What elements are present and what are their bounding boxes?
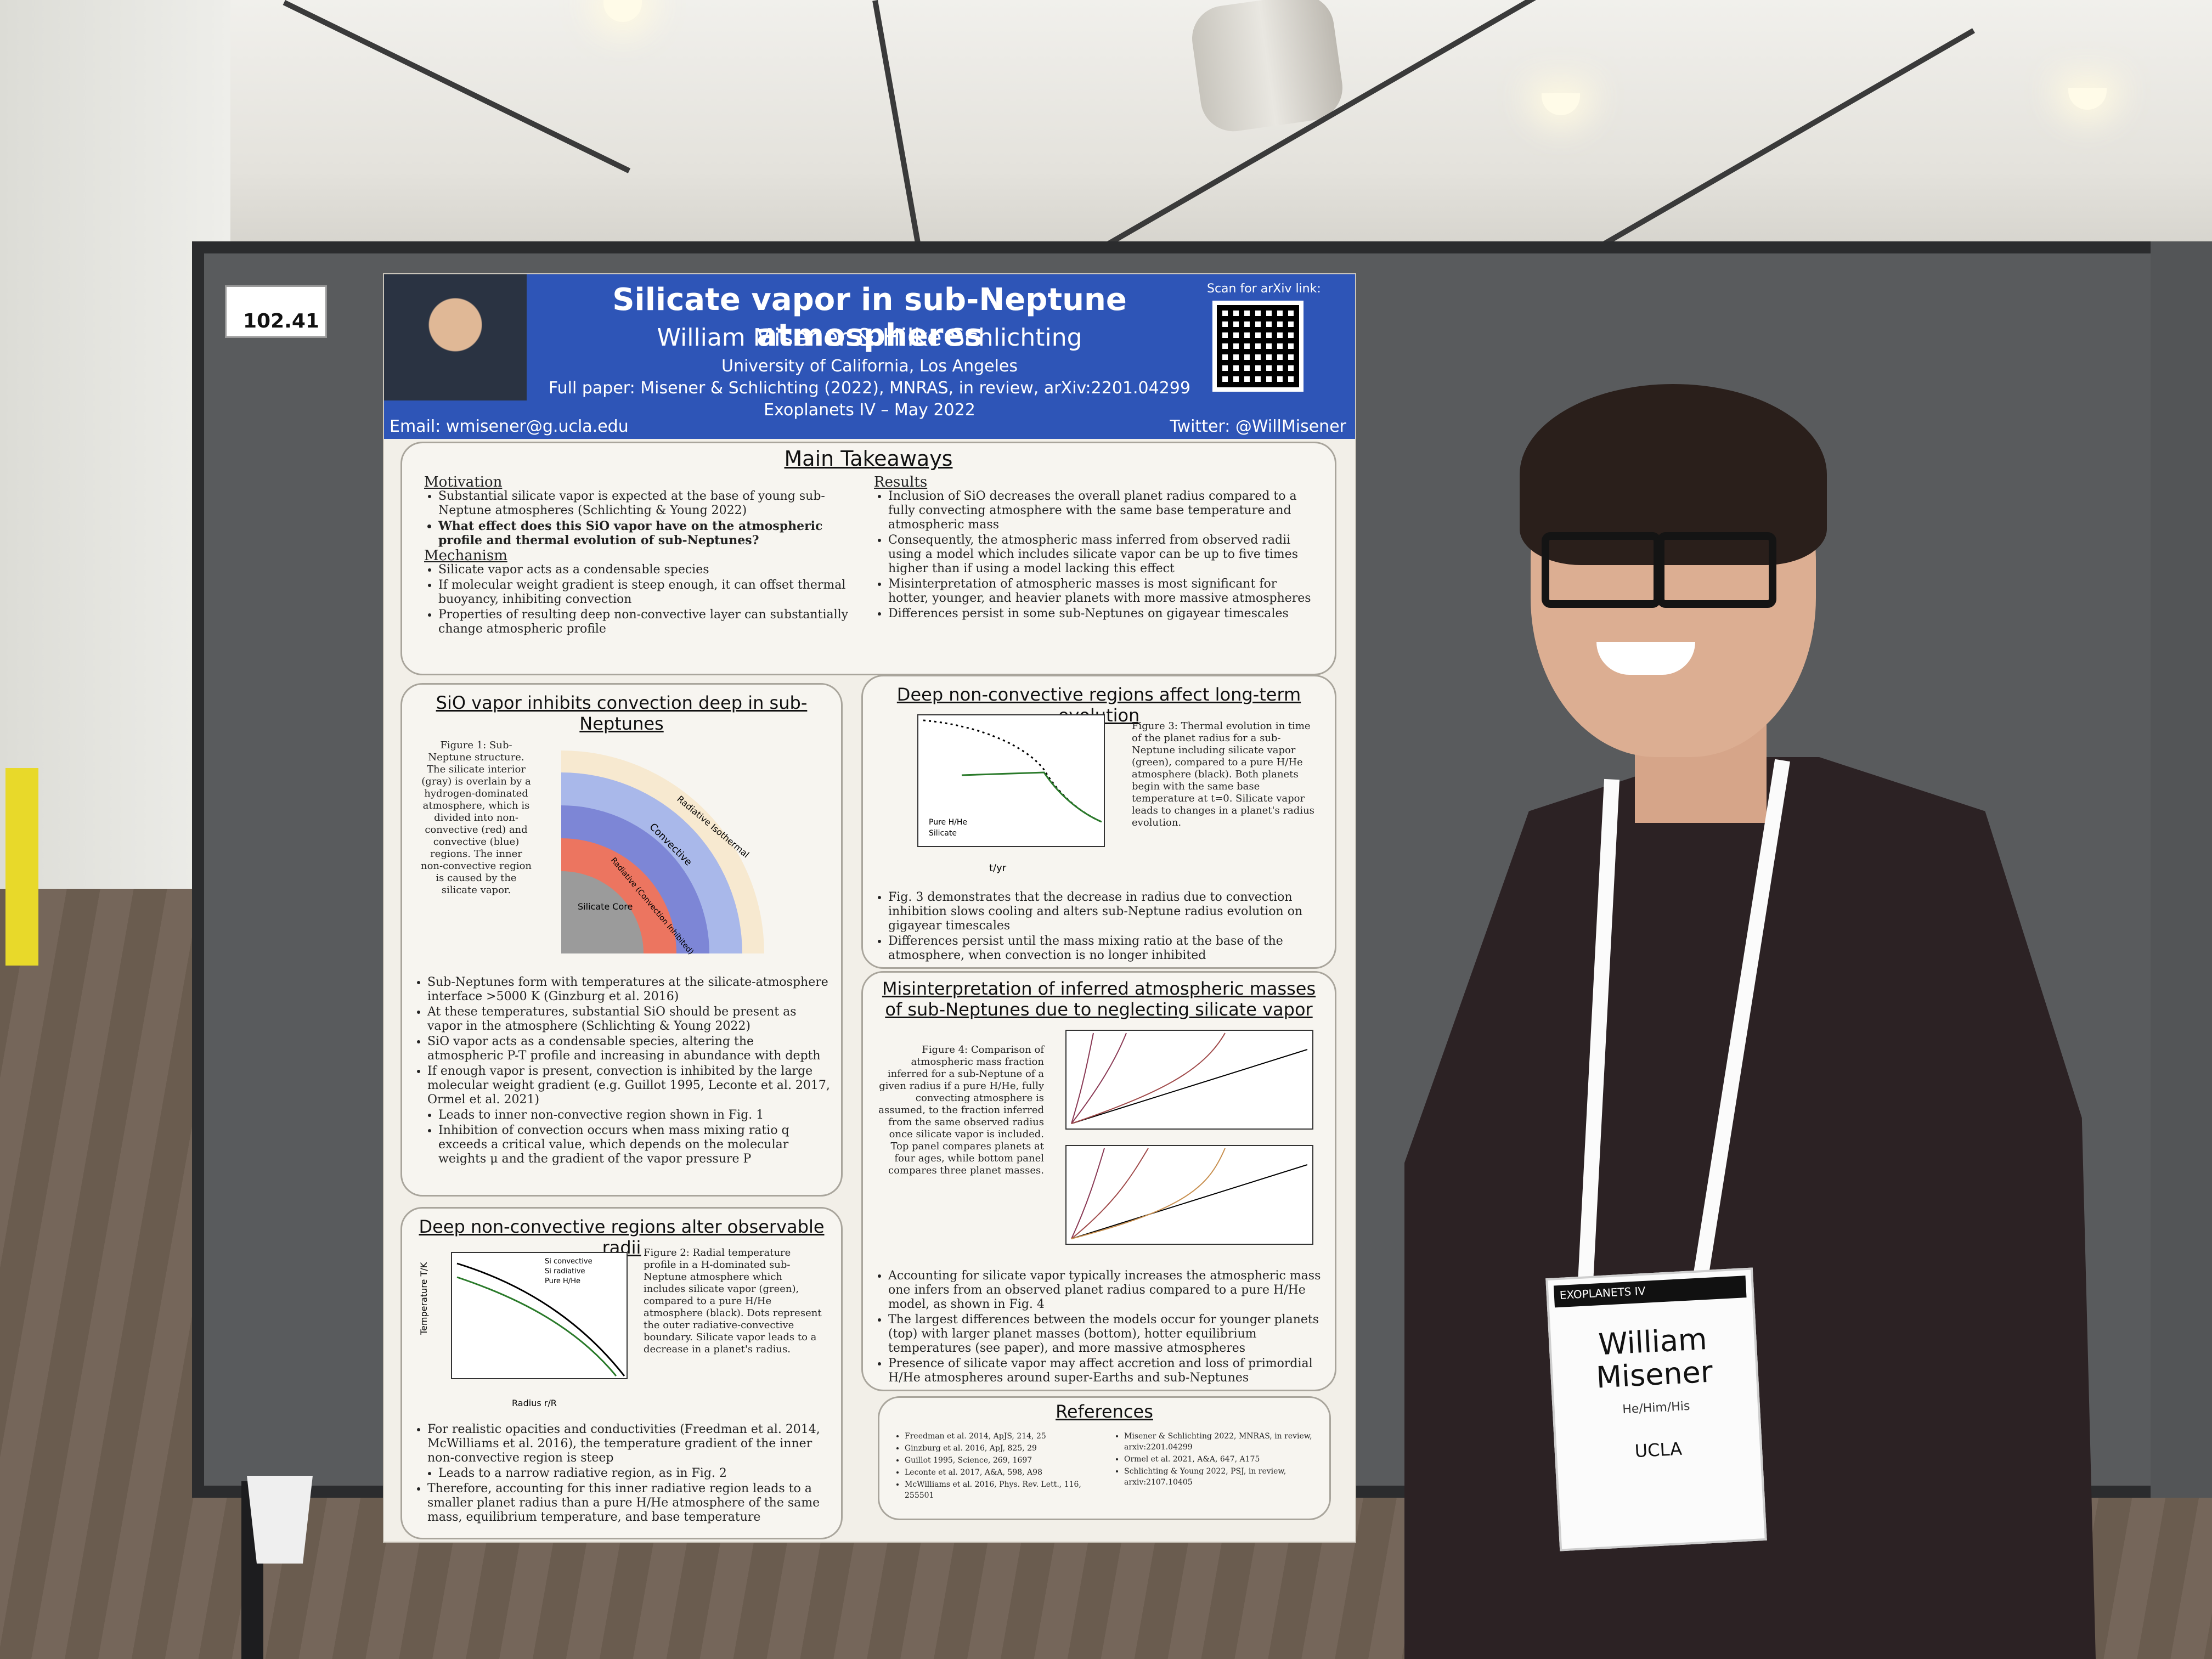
poster-authors: William Misener & Hilke Schlichting xyxy=(657,324,1082,352)
section3-bullet: Differences persist until the mass mixin… xyxy=(888,934,1324,963)
section-observable-radii: Deep non-convective regions alter observ… xyxy=(400,1207,843,1539)
paper-cup xyxy=(247,1476,313,1564)
badge-event: EXOPLANETS IV xyxy=(1559,1284,1646,1302)
badge-header: EXOPLANETS IV xyxy=(1553,1276,1747,1308)
section1-bullet: SiO vapor acts as a condensable species,… xyxy=(427,1035,830,1063)
results-heading: Results xyxy=(874,474,928,490)
section-inferred-masses: Misinterpretation of inferred atmospheri… xyxy=(861,971,1336,1391)
results-item: Inclusion of SiO decreases the overall p… xyxy=(888,489,1313,532)
results-item: Consequently, the atmospheric mass infer… xyxy=(888,533,1313,576)
section-sio-convection: SiO vapor inhibits convection deep in su… xyxy=(400,683,843,1197)
author-photo xyxy=(384,274,527,400)
figure1-caption: Figure 1: Sub-Neptune structure. The sil… xyxy=(420,740,532,896)
section1-bullet: Leads to inner non-convective region sho… xyxy=(438,1108,830,1122)
figure3-legend-entry: Pure H/He xyxy=(929,818,967,827)
poster-header: Silicate vapor in sub-Neptune atmosphere… xyxy=(384,274,1355,439)
section2-bullet: For realistic opacities and conductiviti… xyxy=(427,1423,830,1465)
motivation-heading: Motivation xyxy=(424,474,503,490)
figure3-legend-entry: Silicate xyxy=(929,829,957,838)
figure3-caption: Figure 3: Thermal evolution in time of t… xyxy=(1132,720,1314,828)
qr-code[interactable] xyxy=(1212,301,1304,392)
diagram-label: Silicate Core xyxy=(578,901,633,912)
reference-item: Ginzburg et al. 2016, ApJ, 825, 29 xyxy=(905,1443,1104,1454)
section-title: SiO vapor inhibits convection deep in su… xyxy=(436,692,808,734)
section4-bullets: Accounting for silicate vapor typically … xyxy=(874,1269,1324,1386)
poster-full-paper: Full paper: Misener & Schlichting (2022)… xyxy=(549,379,1190,398)
glasses-icon xyxy=(1542,532,1661,608)
section3-bullet: Fig. 3 demonstrates that the decrease in… xyxy=(888,890,1324,933)
figure2-ylabel: Temperature T/K xyxy=(419,1262,429,1335)
yellow-post xyxy=(5,768,38,966)
section1-bullet: If enough vapor is present, convection i… xyxy=(427,1064,830,1107)
section-title: Deep non-convective regions alter observ… xyxy=(419,1216,825,1258)
references-right: Misener & Schlichting 2022, MNRAS, in re… xyxy=(1110,1431,1318,1489)
mechanism-heading: Mechanism xyxy=(424,548,507,564)
poster-affiliation: University of California, Los Angeles xyxy=(721,357,1018,376)
reference-item: Leconte et al. 2017, A&A, 598, A98 xyxy=(905,1467,1104,1478)
reference-item: Guillot 1995, Science, 269, 1697 xyxy=(905,1455,1104,1466)
mechanism-item: Silicate vapor acts as a condensable spe… xyxy=(438,563,863,577)
booth-number: 102.41 xyxy=(243,310,319,332)
figure3-radius-evolution-plot: t/yr Pure H/He Silicate xyxy=(917,714,1105,874)
section3-bullets: Fig. 3 demonstrates that the decrease in… xyxy=(874,890,1324,964)
main-takeaways-box: Main Takeaways Motivation Substantial si… xyxy=(400,442,1336,675)
poster-board-panel xyxy=(2151,241,2212,1498)
figure1-structure-diagram: Radiative Isothermal Convective Radiativ… xyxy=(561,751,764,956)
section2-bullet: Therefore, accounting for this inner rad… xyxy=(427,1482,830,1525)
figure2-legend-entry: Si convective xyxy=(545,1257,592,1266)
section-long-term-evolution: Deep non-convective regions affect long-… xyxy=(861,675,1336,969)
section4-bullet: Presence of silicate vapor may affect ac… xyxy=(888,1357,1324,1385)
section4-bullet: The largest differences between the mode… xyxy=(888,1313,1324,1356)
section-title: Misinterpretation of inferred atmospheri… xyxy=(882,978,1316,1020)
air-duct xyxy=(1188,0,1347,136)
figure2-temperature-plot: Temperature T/K Radius r/R Si convective… xyxy=(419,1252,628,1408)
section4-bullet: Accounting for silicate vapor typically … xyxy=(888,1269,1324,1312)
name-badge: EXOPLANETS IV William Misener He/Him/His… xyxy=(1545,1267,1767,1551)
mechanism-item: If molecular weight gradient is steep en… xyxy=(438,578,863,607)
reference-item: Freedman et al. 2014, ApJS, 214, 25 xyxy=(905,1431,1104,1442)
section1-bullet: Sub-Neptunes form with temperatures at t… xyxy=(427,975,830,1004)
figure4-mass-comparison-plots xyxy=(1065,1030,1313,1245)
poster-email: Email: wmisener@g.ucla.edu xyxy=(390,417,629,436)
tent-ceiling xyxy=(0,0,2212,285)
badge-organization: UCLA xyxy=(1634,1438,1683,1462)
section2-bullets: For realistic opacities and conductiviti… xyxy=(413,1423,830,1526)
booth-number-tag: 102.41 xyxy=(225,285,327,338)
glasses-icon xyxy=(1657,532,1776,608)
main-takeaways-title: Main Takeaways xyxy=(784,447,953,471)
results-item: Misinterpretation of atmospheric masses … xyxy=(888,577,1313,606)
results-item: Differences persist in some sub-Neptunes… xyxy=(888,607,1313,621)
section1-bullet: At these temperatures, substantial SiO s… xyxy=(427,1005,830,1034)
poster-title: Silicate vapor in sub-Neptune atmosphere… xyxy=(612,282,1127,353)
references-title: References xyxy=(1056,1401,1153,1422)
badge-pronouns: He/Him/His xyxy=(1622,1399,1690,1417)
research-poster: Silicate vapor in sub-Neptune atmosphere… xyxy=(384,274,1355,1542)
takeaways-left-column: Motivation Substantial silicate vapor is… xyxy=(424,475,863,637)
section1-bullet: Inhibition of convection occurs when mas… xyxy=(438,1124,830,1166)
reference-item: McWilliams et al. 2016, Phys. Rev. Lett.… xyxy=(905,1479,1104,1501)
reference-item: Ormel et al. 2021, A&A, 647, A175 xyxy=(1124,1454,1318,1465)
reference-item: Schlichting & Young 2022, PSJ, in review… xyxy=(1124,1466,1318,1488)
figure4-caption: Figure 4: Comparison of atmospheric mass… xyxy=(878,1044,1044,1176)
section1-bullets: Sub-Neptunes form with temperatures at t… xyxy=(413,975,830,1167)
motivation-item: What effect does this SiO vapor have on … xyxy=(438,519,863,548)
section2-bullet: Leads to a narrow radiative region, as i… xyxy=(438,1466,830,1481)
poster-twitter: Twitter: @WillMisener xyxy=(1170,417,1346,436)
reference-item: Misener & Schlichting 2022, MNRAS, in re… xyxy=(1124,1431,1318,1453)
figure3-xlabel: t/yr xyxy=(989,862,1007,874)
presenter-smile xyxy=(1596,642,1695,675)
motivation-item: Substantial silicate vapor is expected a… xyxy=(438,489,863,518)
poster-conference: Exoplanets IV – May 2022 xyxy=(764,400,975,420)
figure2-legend-entry: Pure H/He xyxy=(545,1277,580,1285)
figure2-legend-entry: Si radiative xyxy=(545,1267,585,1276)
qr-label: Scan for arXiv link: xyxy=(1207,282,1321,296)
references-box: References Freedman et al. 2014, ApJS, 2… xyxy=(878,1396,1331,1520)
takeaways-right-column: Results Inclusion of SiO decreases the o… xyxy=(874,475,1313,622)
figure2-xlabel: Radius r/R xyxy=(512,1398,557,1408)
references-left: Freedman et al. 2014, ApJS, 214, 25 Ginz… xyxy=(890,1431,1104,1502)
figure2-caption: Figure 2: Radial temperature profile in … xyxy=(644,1247,822,1355)
mechanism-item: Properties of resulting deep non-convect… xyxy=(438,608,863,636)
